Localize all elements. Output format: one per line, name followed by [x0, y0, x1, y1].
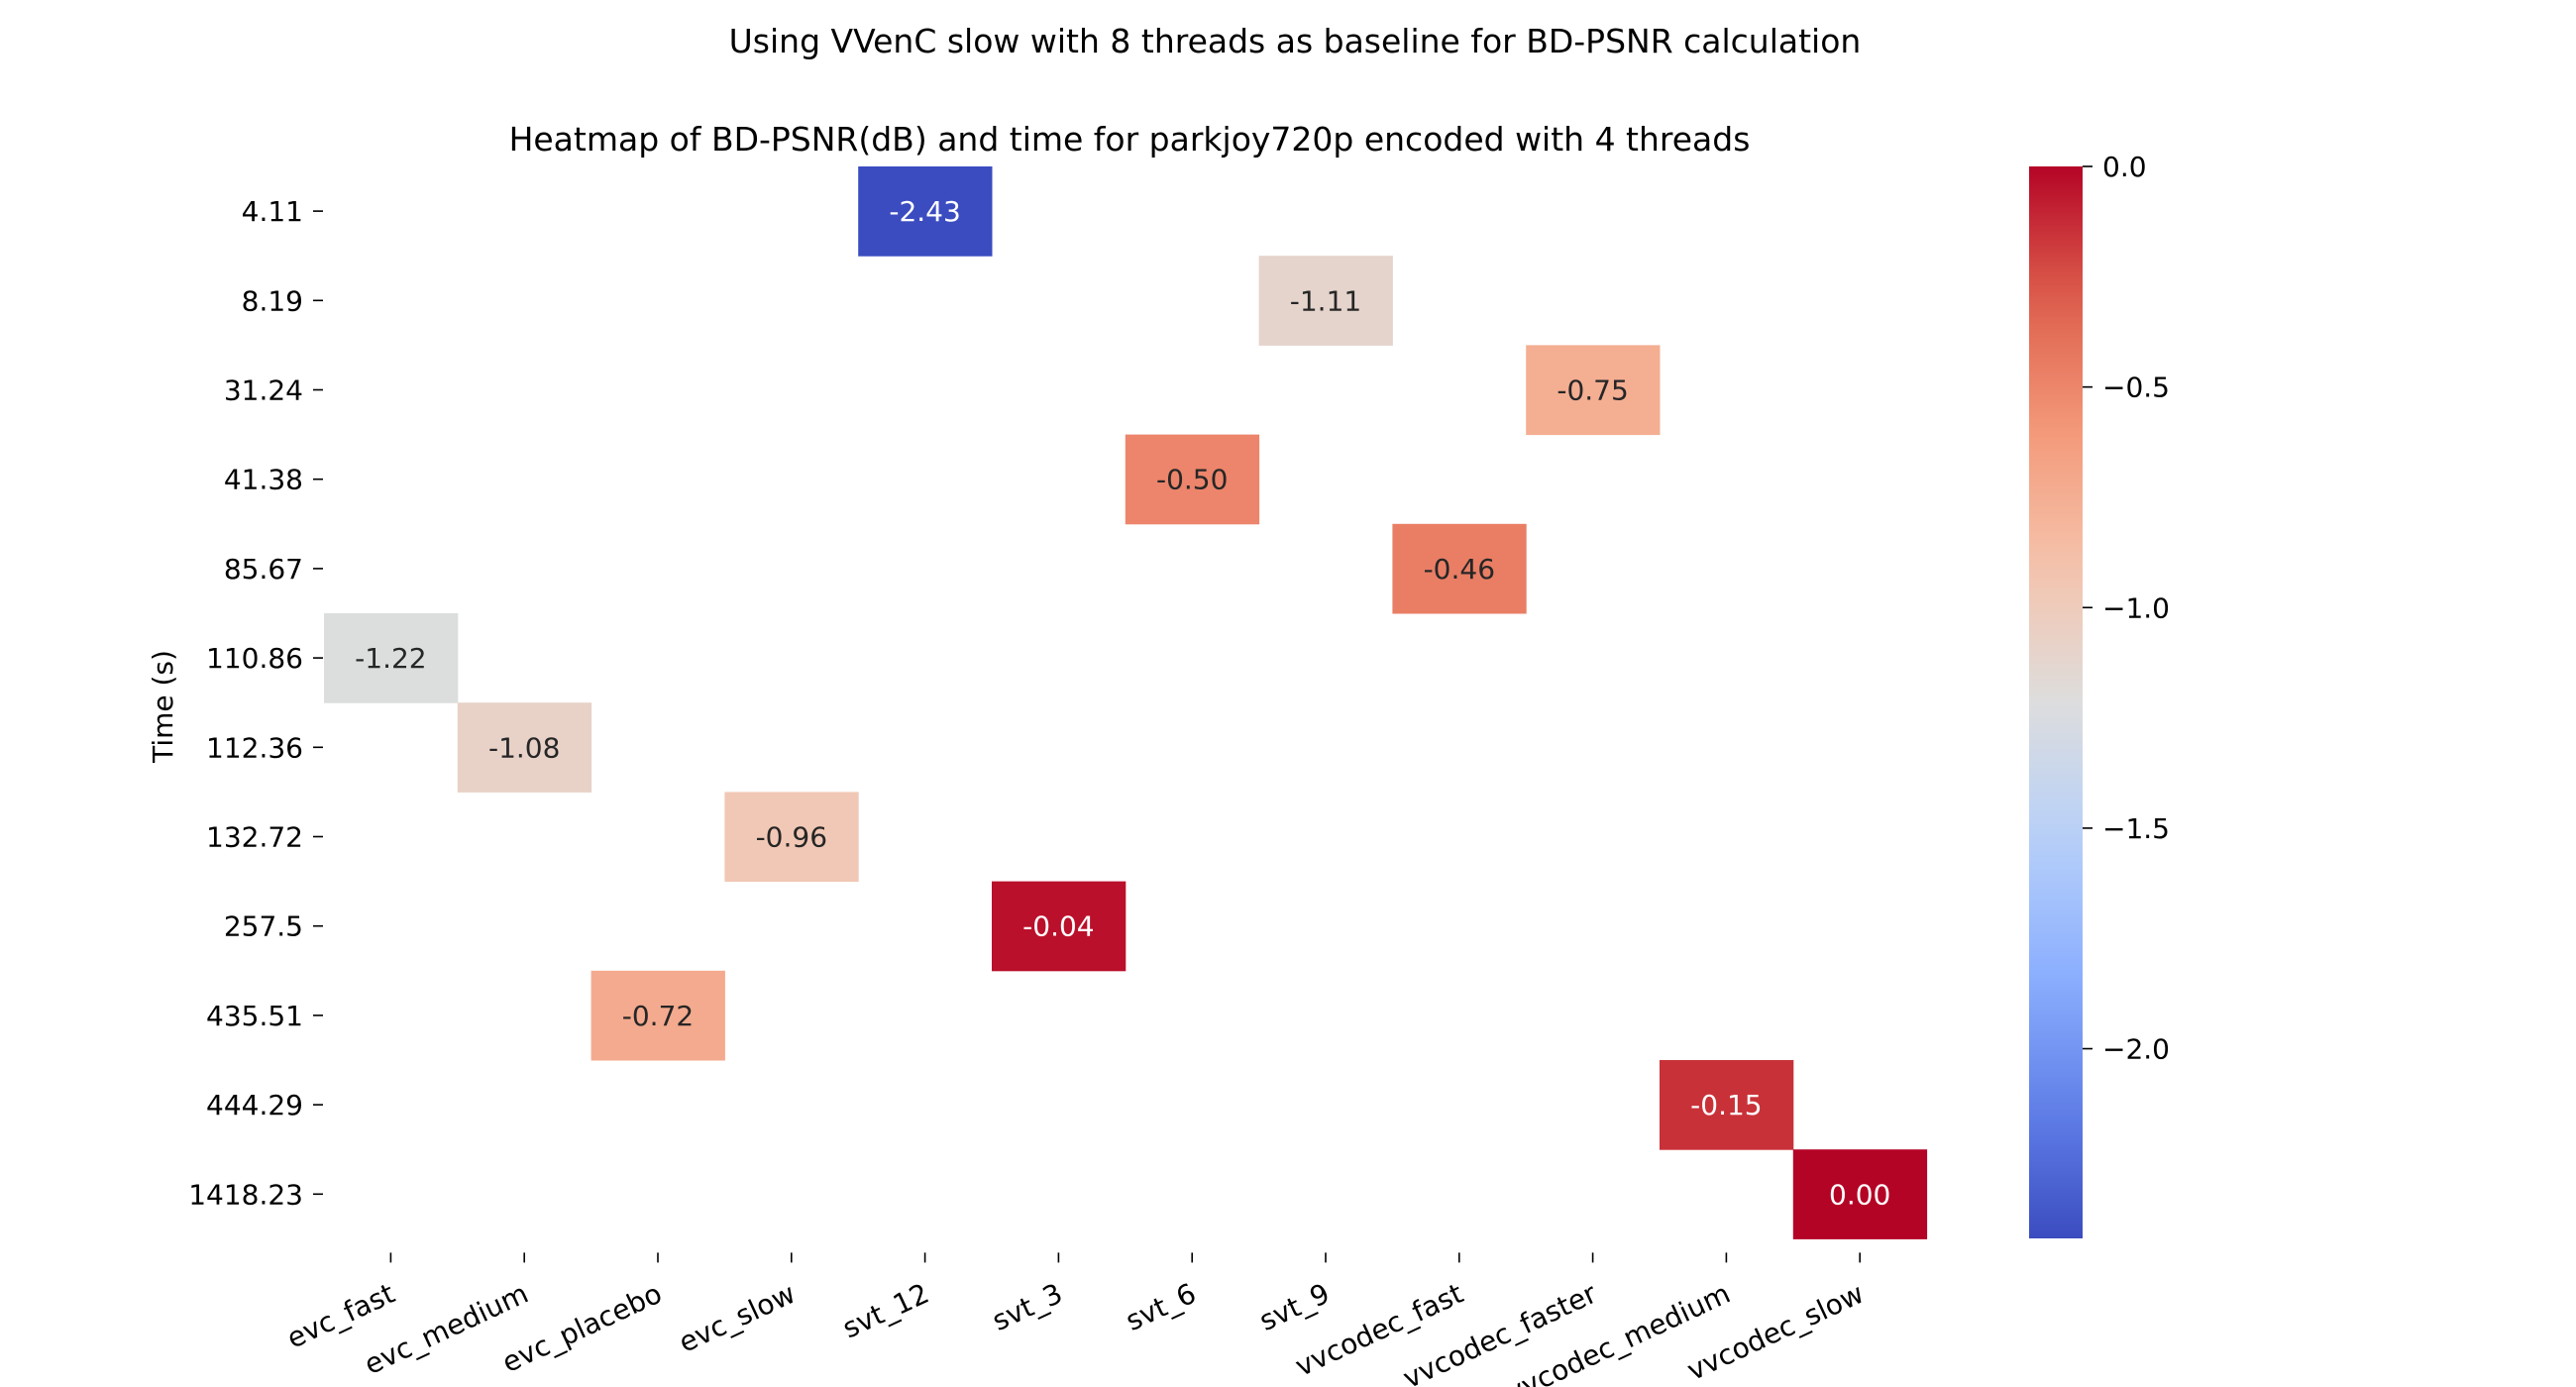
y-tick-label: 8.19 [242, 284, 303, 317]
heatmap-cells: -2.43 -1.11 -0.75 -0.50 -0.46 -1.22 -1.08 -0.96… [324, 166, 1928, 1239]
x-tick-label: svt_9 [1254, 1277, 1335, 1337]
chart-suptitle: Using VVenC slow with 8 threads as basel… [729, 22, 1862, 60]
cell-value-label: -0.46 [1424, 553, 1495, 586]
cell-value-label: -2.43 [889, 195, 960, 228]
heatmap-cell [858, 166, 993, 257]
colorbar-tick-label: −2.0 [2102, 1033, 2170, 1066]
cell-value-label: -0.72 [622, 1000, 694, 1032]
x-tick-label: svt_3 [987, 1277, 1067, 1337]
y-tick-label: 41.38 [224, 464, 303, 496]
colorbar-tick-label: −1.0 [2102, 591, 2170, 624]
y-tick-label: 132.72 [206, 821, 303, 854]
y-tick-label: 435.51 [206, 1000, 303, 1032]
cell-value-label: 0.00 [1829, 1178, 1890, 1211]
cell-value-label: -0.75 [1556, 374, 1628, 407]
heatmap-cell [1258, 256, 1393, 346]
heatmap-cell [457, 702, 592, 793]
cell-value-label: -1.22 [355, 642, 426, 675]
heatmap-cell [1660, 1060, 1794, 1150]
colorbar-tick-label: −0.5 [2102, 372, 2170, 404]
cell-value-label: -0.50 [1156, 464, 1228, 496]
cell-value-label: -1.08 [488, 731, 560, 764]
x-tick-label: svt_6 [1121, 1277, 1201, 1337]
y-tick-label: 4.11 [242, 195, 303, 228]
y-tick-label: 110.86 [206, 642, 303, 675]
y-tick-label: 112.36 [206, 731, 303, 764]
heatmap-cell [1125, 434, 1260, 525]
heatmap-cell [724, 792, 859, 883]
heatmap-cell [1392, 523, 1527, 614]
colorbar-tick-label: 0.0 [2102, 151, 2147, 183]
y-tick-label: 85.67 [224, 553, 303, 586]
heatmap-cell [1792, 1149, 1928, 1239]
cell-value-label: -1.11 [1290, 284, 1361, 317]
y-tick-label: 31.24 [224, 374, 303, 407]
y-axis-label: Time (s) [147, 650, 179, 764]
y-tick-label: 257.5 [224, 910, 303, 943]
cell-value-label: -0.15 [1690, 1089, 1762, 1121]
colorbar-tick-label: −1.5 [2102, 812, 2170, 845]
y-tick-label: 444.29 [206, 1089, 303, 1121]
y-tick-label: 1418.23 [188, 1178, 303, 1211]
cell-value-label: -0.96 [756, 821, 827, 854]
cell-value-label: -0.04 [1022, 910, 1094, 943]
colorbar-gradient [2029, 166, 2083, 1238]
chart-title: Heatmap of BD-PSNR(dB) and time for park… [509, 120, 1751, 159]
y-axis: 4.11 8.19 31.24 41.38 85.67 110.86 112.36 132.7… [188, 195, 323, 1211]
x-tick-label: svt_12 [837, 1277, 933, 1345]
heatmap-cell [992, 881, 1127, 972]
heatmap-cell [1526, 345, 1661, 436]
colorbar: 0.0 −0.5 −1.0 −1.5 −2.0 [2029, 151, 2170, 1238]
x-tick-label: evc_slow [674, 1277, 801, 1359]
heatmap-cell [324, 613, 459, 703]
heatmap-cell [590, 970, 725, 1061]
